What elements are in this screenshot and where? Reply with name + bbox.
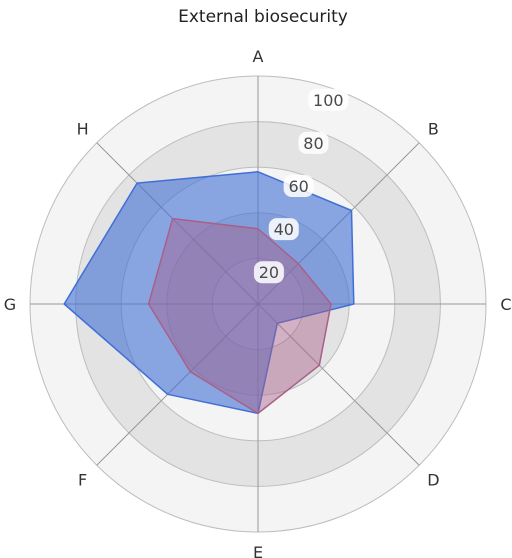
chart-title: External biosecurity	[178, 7, 348, 27]
ring-label-bg-100	[308, 88, 349, 111]
ring-label-80: 80	[303, 134, 323, 153]
ring-label-60: 60	[288, 177, 308, 196]
axis-label-B: B	[428, 120, 439, 139]
axis-label-F: F	[78, 470, 87, 489]
axis-label-D: D	[427, 470, 439, 489]
axis-label-H: H	[77, 120, 89, 139]
ring-label-bg-60	[283, 174, 314, 197]
ring-label-20: 20	[259, 263, 279, 282]
axis-label-C: C	[500, 295, 511, 314]
axis-label-A: A	[253, 47, 264, 66]
ring-label-bg-40	[268, 218, 299, 241]
axis-label-G: G	[4, 295, 16, 314]
axis-labels: A B C D E F G H	[4, 47, 512, 558]
ring-label-bg-20	[253, 261, 284, 284]
spoke-D	[257, 303, 420, 466]
ring-label-100: 100	[313, 91, 344, 110]
ring-label-40: 40	[274, 220, 294, 239]
axis-label-E: E	[253, 543, 263, 558]
ring-labels: 20 40 60 80 100	[253, 88, 349, 284]
ring-label-bg-80	[298, 131, 329, 154]
series-2-polygon	[147, 217, 332, 415]
